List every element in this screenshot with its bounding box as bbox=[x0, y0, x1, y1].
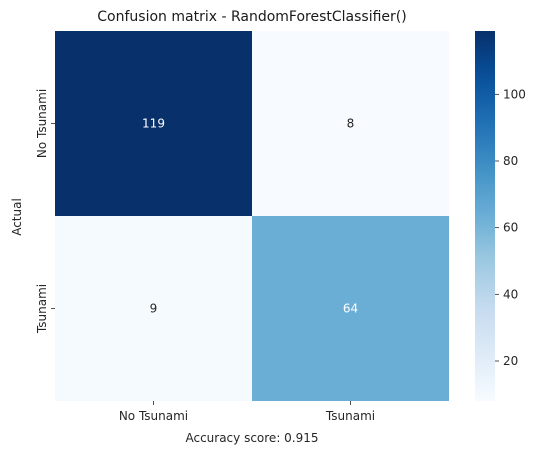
colorbar-tick-label: 40 bbox=[503, 287, 518, 301]
x-axis: No Tsunami Tsunami bbox=[119, 401, 375, 423]
cell-value-label: 64 bbox=[343, 302, 358, 316]
colorbar-tick-label: 100 bbox=[503, 87, 526, 101]
heatmap-cell bbox=[55, 31, 252, 216]
y-tick-label: No Tsunami bbox=[35, 89, 49, 158]
heatmap-cell bbox=[252, 216, 449, 401]
cell-value-label: 8 bbox=[347, 117, 355, 131]
x-tick-label: No Tsunami bbox=[119, 409, 188, 423]
cell-value-label: 9 bbox=[150, 302, 158, 316]
colorbar-tick-label: 80 bbox=[503, 154, 518, 168]
colorbar-gradient bbox=[475, 31, 495, 401]
y-tick-label: Tsunami bbox=[35, 284, 49, 334]
heatmap-cell bbox=[55, 216, 252, 401]
y-axis-label: Actual bbox=[10, 198, 24, 236]
x-tick-label: Tsunami bbox=[325, 409, 375, 423]
y-axis: No Tsunami Tsunami bbox=[35, 89, 55, 334]
heatmap-cell bbox=[252, 31, 449, 216]
colorbar-tick-label: 20 bbox=[503, 354, 518, 368]
x-axis-label: Accuracy score: 0.915 bbox=[185, 431, 318, 445]
colorbar-tick-label: 60 bbox=[503, 221, 518, 235]
cell-value-label: 119 bbox=[142, 117, 165, 131]
heatmap-area: 119 8 9 64 bbox=[55, 31, 449, 401]
chart-title: Confusion matrix - RandomForestClassifie… bbox=[97, 9, 406, 25]
colorbar: 20 40 60 80 100 bbox=[475, 31, 526, 401]
